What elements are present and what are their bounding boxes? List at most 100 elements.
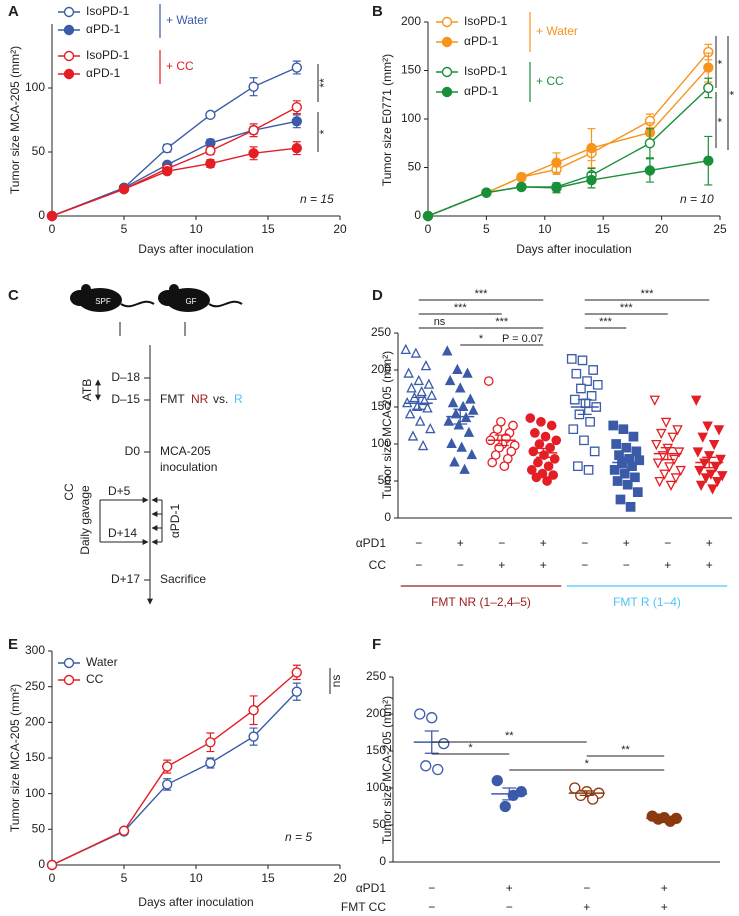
- comparison-label: ***: [495, 316, 509, 328]
- significance-label: *: [715, 117, 729, 122]
- significance-label: *: [727, 90, 739, 95]
- y-tick-label: 100: [401, 111, 421, 125]
- y-axis-title: Tumor size MCA-205 (mm²): [8, 46, 22, 194]
- data-point: [422, 210, 434, 222]
- y-tick-label: 50: [32, 822, 46, 836]
- data-point: [528, 446, 539, 457]
- row-sign: −: [583, 881, 590, 895]
- y-axis-title: Tumor size MCA-205 (mm²): [380, 696, 394, 844]
- label: R: [234, 392, 243, 406]
- comparison-label: ***: [475, 288, 489, 300]
- y-tick-label: 100: [371, 436, 391, 450]
- data-point: [582, 376, 592, 386]
- data-point: [589, 446, 600, 457]
- data-point: [161, 142, 173, 154]
- data-point: [630, 472, 640, 483]
- legend-marker: [441, 16, 453, 28]
- data-point: [466, 448, 478, 460]
- data-point: [644, 165, 656, 176]
- series-line: [51, 147, 297, 217]
- data-point: [161, 779, 173, 790]
- data-point: [291, 101, 302, 113]
- data-point: [551, 157, 562, 168]
- panel-label: B: [372, 3, 383, 20]
- data-point: [423, 378, 435, 389]
- data-point: [533, 457, 543, 468]
- mouse-label: GF: [185, 297, 196, 306]
- data-point: [534, 439, 545, 449]
- data-point: [551, 182, 562, 194]
- data-point: [441, 345, 453, 356]
- legend-marker: [441, 66, 453, 78]
- mouse-label: SPF: [95, 297, 111, 306]
- data-point: [586, 391, 597, 401]
- row-label: αPD1: [356, 881, 387, 895]
- annotation: n = 5: [285, 830, 312, 844]
- data-point: [690, 395, 702, 406]
- comparison-label: *: [585, 758, 590, 770]
- row-sign: −: [498, 536, 505, 550]
- x-axis-title: Days after inoculation: [516, 242, 631, 256]
- data-point: [622, 479, 633, 490]
- x-tick-label: 0: [49, 871, 56, 885]
- x-tick-label: 15: [261, 871, 275, 885]
- series-line: [51, 66, 298, 217]
- data-point: [414, 708, 426, 720]
- row-sign: −: [581, 558, 588, 572]
- x-tick-label: 0: [49, 222, 56, 236]
- legend-marker: [63, 68, 75, 80]
- mouse-icon: [70, 284, 155, 312]
- data-point: [407, 430, 419, 441]
- y-axis-title: Tumor size E0771 (mm²): [380, 54, 394, 186]
- data-point: [467, 404, 479, 415]
- data-point: [579, 435, 589, 446]
- y-tick-label: 50: [373, 817, 387, 831]
- y-tick-label: 200: [366, 706, 386, 720]
- data-point: [516, 181, 527, 193]
- data-point: [420, 760, 432, 772]
- label: D–15: [111, 392, 140, 406]
- label: ATB: [80, 379, 94, 401]
- x-tick-label: 10: [189, 222, 203, 236]
- row-label: αPD1: [356, 536, 387, 550]
- data-point: [404, 408, 416, 419]
- panel-label: A: [8, 3, 19, 20]
- data-point: [499, 461, 510, 472]
- y-tick-label: 0: [414, 208, 421, 222]
- data-point: [481, 187, 492, 198]
- data-point: [118, 825, 130, 836]
- data-point: [569, 394, 580, 405]
- data-point: [577, 355, 588, 366]
- data-point: [412, 400, 423, 412]
- label: FMT: [160, 392, 185, 406]
- data-point: [615, 494, 626, 505]
- x-tick-label: 25: [713, 222, 727, 236]
- data-point: [586, 142, 597, 154]
- row-sign: +: [661, 900, 668, 914]
- data-point: [420, 360, 432, 371]
- x-tick-label: 5: [483, 222, 490, 236]
- legend-marker: [441, 86, 453, 98]
- sem-bar: [453, 408, 468, 425]
- row-sign: +: [498, 558, 505, 572]
- sem-bar: [577, 398, 592, 416]
- y-tick-label: 200: [371, 362, 391, 376]
- data-point: [651, 439, 662, 451]
- panel-label: E: [8, 636, 18, 653]
- comparison-label: ***: [599, 316, 613, 328]
- legend-group-label: + Water: [536, 24, 578, 38]
- data-point: [649, 395, 661, 406]
- data-point: [543, 461, 554, 472]
- data-point: [248, 125, 259, 136]
- legend-marker: [63, 674, 75, 686]
- label: αPD-1: [168, 504, 182, 539]
- label: MCA-205: [160, 444, 211, 458]
- row-sign: −: [623, 558, 630, 572]
- series-line: [427, 160, 709, 217]
- data-point: [672, 425, 683, 436]
- data-point: [419, 394, 430, 406]
- row-sign: −: [428, 881, 435, 895]
- data-point: [205, 737, 216, 748]
- data-point: [655, 428, 667, 440]
- data-point: [576, 383, 586, 394]
